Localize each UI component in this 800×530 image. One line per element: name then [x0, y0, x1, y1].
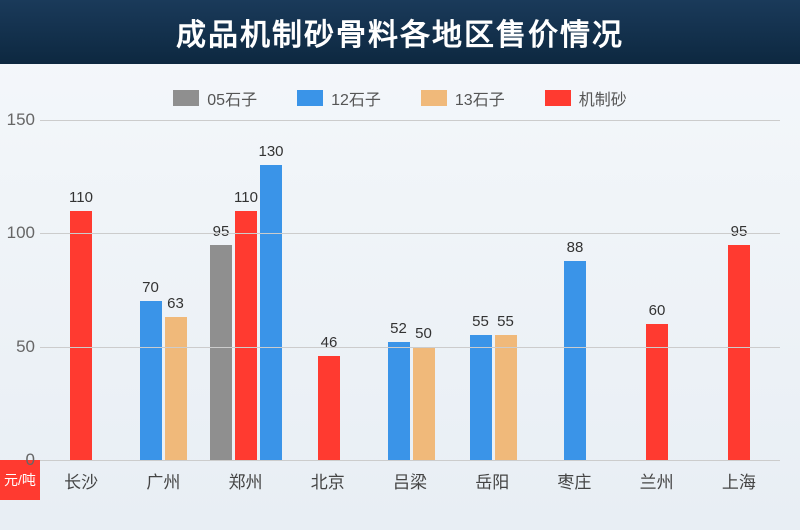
bar-value-label: 55 [497, 313, 514, 330]
bar-value-label: 110 [69, 189, 93, 206]
chart-area: 1107063951101304652505555886095 长沙广州郑州北京… [0, 120, 800, 500]
legend-swatch [297, 90, 323, 106]
y-tick: 100 [5, 223, 35, 243]
category-slot: 5555 [452, 120, 534, 460]
bars-row: 1107063951101304652505555886095 [40, 120, 780, 460]
legend-label: 13石子 [455, 86, 505, 110]
category-slot: 110 [40, 120, 122, 460]
bar-value-label: 50 [415, 325, 432, 342]
gridline [40, 120, 780, 121]
x-category: 岳阳 [451, 460, 533, 500]
bar-value-label: 95 [731, 223, 748, 240]
category-slot: 95 [698, 120, 780, 460]
bar-value-label: 70 [142, 279, 159, 296]
bar: 130 [260, 165, 282, 460]
x-category: 枣庄 [533, 460, 615, 500]
bar-value-label: 110 [234, 189, 258, 206]
legend-item: 13石子 [421, 86, 505, 110]
bar-value-label: 63 [167, 295, 184, 312]
category-slot: 60 [616, 120, 698, 460]
bar: 46 [318, 356, 340, 460]
bar: 50 [413, 347, 435, 460]
y-tick: 150 [5, 110, 35, 130]
bar-value-label: 130 [258, 143, 283, 160]
bar: 88 [564, 261, 586, 460]
bar: 95 [210, 245, 232, 460]
bar-value-label: 55 [472, 313, 489, 330]
category-slot: 95110130 [204, 120, 288, 460]
legend-label: 05石子 [207, 86, 257, 110]
legend-item: 05石子 [173, 86, 257, 110]
bar: 63 [165, 317, 187, 460]
bar: 110 [235, 211, 257, 460]
legend-item: 12石子 [297, 86, 381, 110]
bar: 70 [140, 301, 162, 460]
bar-value-label: 88 [567, 239, 584, 256]
legend-swatch [545, 90, 571, 106]
legend-item: 机制砂 [545, 86, 627, 110]
plot-area: 1107063951101304652505555886095 [40, 120, 780, 460]
legend-label: 机制砂 [579, 86, 627, 110]
y-tick: 50 [5, 337, 35, 357]
bar-value-label: 95 [213, 223, 230, 240]
x-category: 兰州 [616, 460, 698, 500]
category-slot: 7063 [122, 120, 204, 460]
x-category: 上海 [698, 460, 780, 500]
title-bar: 成品机制砂骨料各地区售价情况 [0, 0, 800, 64]
x-category: 长沙 [40, 460, 122, 500]
category-slot: 5250 [370, 120, 452, 460]
y-label-text: 元/吨 [4, 470, 36, 490]
bar-value-label: 52 [390, 320, 407, 337]
legend-label: 12石子 [331, 86, 381, 110]
legend: 05石子 12石子 13石子 机制砂 [0, 64, 800, 120]
legend-swatch [421, 90, 447, 106]
gridline [40, 347, 780, 348]
x-axis: 长沙广州郑州北京吕梁岳阳枣庄兰州上海 [40, 460, 780, 500]
bar-value-label: 60 [649, 302, 666, 319]
bar: 55 [470, 335, 492, 460]
category-slot: 88 [534, 120, 616, 460]
bar: 52 [388, 342, 410, 460]
bar: 95 [728, 245, 750, 460]
gridline [40, 233, 780, 234]
chart-title: 成品机制砂骨料各地区售价情况 [176, 10, 624, 54]
x-category: 郑州 [204, 460, 286, 500]
y-tick: 0 [5, 450, 35, 470]
x-category: 广州 [122, 460, 204, 500]
bar: 55 [495, 335, 517, 460]
bar: 110 [70, 211, 92, 460]
legend-swatch [173, 90, 199, 106]
x-category: 北京 [287, 460, 369, 500]
bar-value-label: 46 [321, 334, 338, 351]
bar: 60 [646, 324, 668, 460]
category-slot: 46 [288, 120, 370, 460]
x-category: 吕梁 [369, 460, 451, 500]
